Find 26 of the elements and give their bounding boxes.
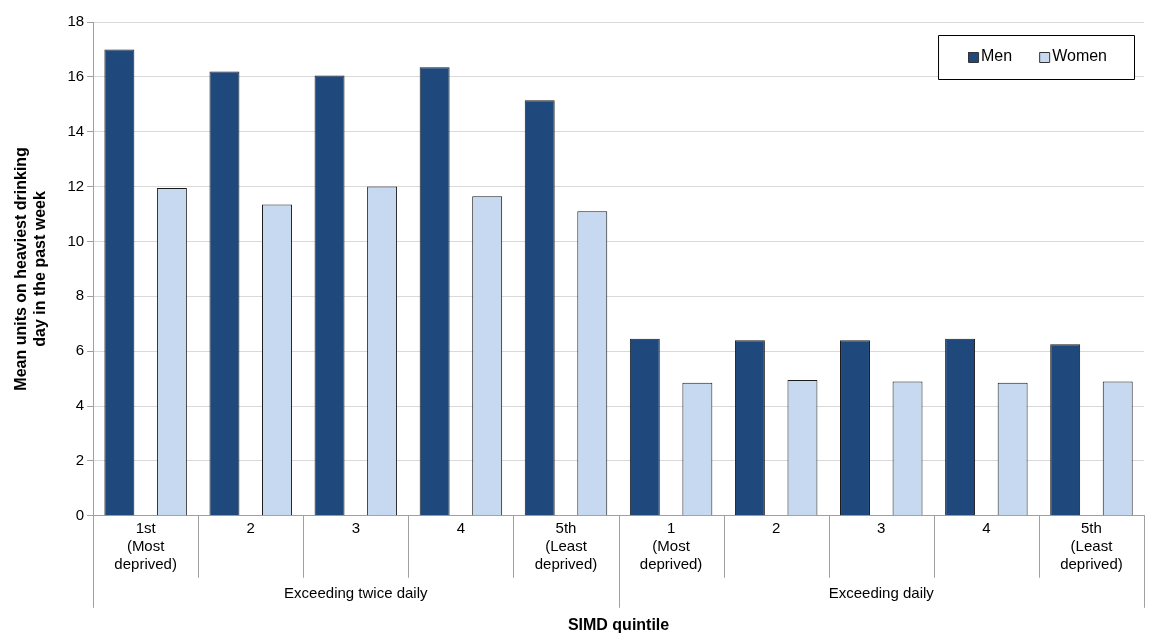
y-tick-label: 16 xyxy=(67,67,85,85)
y-axis-title: Mean units on heaviest drinking day in the past week xyxy=(12,147,49,391)
y-tick-label: 18 xyxy=(67,12,85,30)
x-tick-label: 4 xyxy=(456,518,466,536)
y-tick-label: 10 xyxy=(67,231,85,249)
y-tick-label: 14 xyxy=(67,121,85,139)
legend-label: Men xyxy=(981,47,1013,65)
text: Exceeding daily xyxy=(828,583,935,601)
y-tick-label: 0 xyxy=(75,505,85,523)
x-axis-title: SIMD quintile xyxy=(567,615,670,633)
x-tick-label: 2 xyxy=(772,518,781,536)
y-tick-label: 4 xyxy=(75,396,85,414)
x-tick-label: 1 (Most deprived) xyxy=(639,518,703,572)
y-tick-label: 12 xyxy=(67,176,85,194)
y-tick-label: 2 xyxy=(75,451,85,469)
x-tick-label: 3 xyxy=(877,518,886,536)
text: Exceeding twice daily xyxy=(284,583,429,601)
x-tick-label: 4 xyxy=(982,518,991,536)
x-tick-label: 5th (Least deprived) xyxy=(534,518,598,572)
x-tick-label: 5th (Least deprived) xyxy=(1060,518,1123,572)
x-tick-label: 1st (Most deprived) xyxy=(114,518,177,572)
y-tick-label: 8 xyxy=(75,286,85,304)
x-tick-label: 2 xyxy=(246,518,255,536)
x-tick-label: 3 xyxy=(351,518,360,536)
legend-label: Women xyxy=(1052,47,1108,65)
y-tick-label: 6 xyxy=(75,341,85,359)
